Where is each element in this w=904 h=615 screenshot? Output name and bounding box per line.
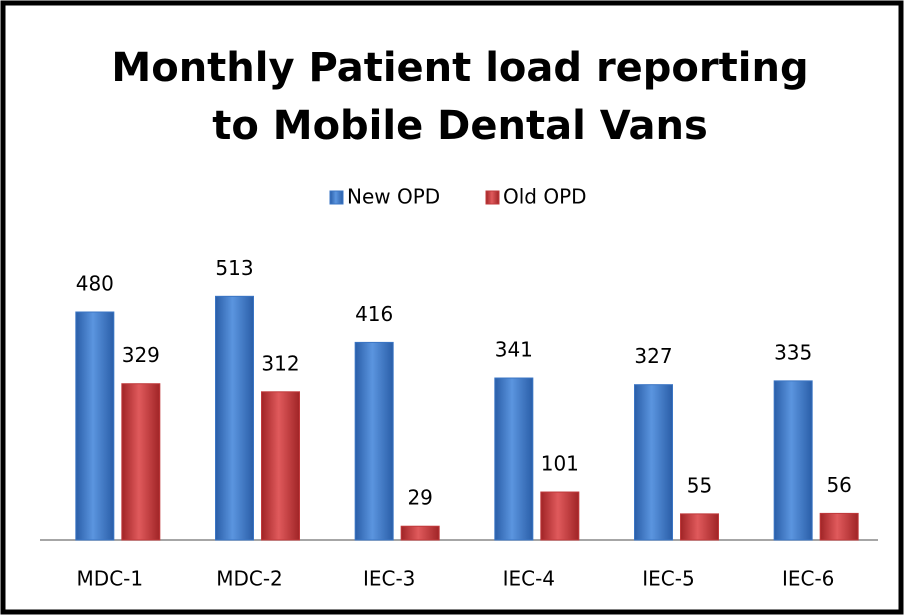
bar	[400, 525, 440, 541]
legend-label: Old OPD	[503, 185, 587, 209]
data-label: 327	[634, 344, 672, 368]
data-label: 341	[495, 338, 533, 362]
bar	[494, 377, 534, 541]
chart-title: Monthly Patient load reporting	[111, 45, 808, 91]
data-label: 335	[774, 340, 812, 364]
data-label: 29	[407, 486, 432, 510]
bar	[215, 295, 254, 541]
bar	[634, 384, 673, 541]
x-tick-label: IEC-4	[503, 567, 555, 591]
bar	[680, 513, 719, 541]
legend-swatch	[329, 190, 344, 205]
bar	[819, 512, 859, 541]
bar	[354, 341, 394, 541]
legend-label: New OPD	[347, 185, 440, 209]
data-label: 101	[541, 452, 579, 476]
x-tick-label: IEC-3	[363, 567, 415, 591]
bar	[75, 311, 115, 541]
chart-title: to Mobile Dental Vans	[212, 103, 708, 149]
x-tick-label: IEC-5	[642, 567, 694, 591]
data-label: 312	[261, 351, 299, 375]
data-label: 416	[355, 302, 393, 326]
data-label: 329	[122, 343, 160, 367]
x-tick-label: IEC-6	[782, 567, 834, 591]
data-label: 56	[826, 473, 851, 497]
bar	[540, 491, 580, 541]
bar	[121, 383, 161, 541]
data-label: 513	[215, 256, 253, 280]
x-tick-label: MDC-1	[77, 567, 144, 591]
bar	[773, 380, 813, 541]
data-label: 480	[76, 272, 114, 296]
x-tick-label: MDC-2	[216, 567, 283, 591]
bar	[261, 391, 300, 541]
data-label: 55	[687, 473, 712, 497]
legend-swatch	[485, 190, 500, 205]
